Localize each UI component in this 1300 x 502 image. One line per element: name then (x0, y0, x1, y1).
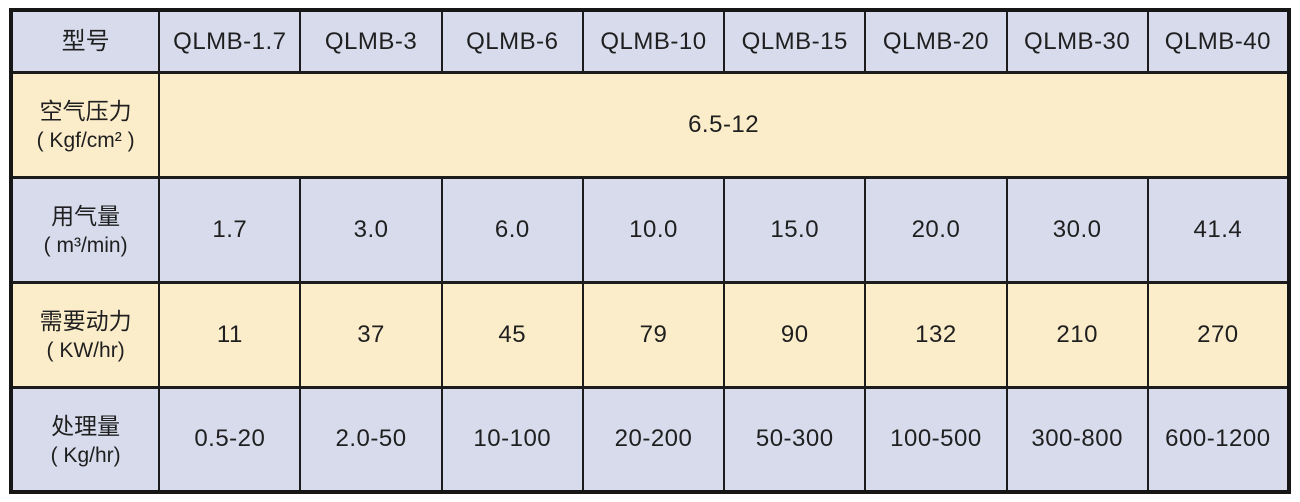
value-cell: 45 (440, 280, 584, 389)
value-cell: 0.5-20 (158, 385, 302, 494)
header-label-model: 型号 (9, 8, 161, 75)
required-power-label-cell: 需要动力 ( KW/hr) (9, 280, 161, 389)
air-pressure-label-cell: 空气压力 ( Kgf/cm² ) (9, 71, 161, 179)
air-consumption-label-cell: 用气量 ( m³/min) (9, 175, 161, 284)
air-pressure-value-cell: 6.5-12 (158, 71, 1290, 179)
model-name-cell: QLMB-3 (299, 8, 443, 75)
row-label: 需要动力 (39, 307, 132, 334)
value-cell: 10-100 (440, 385, 584, 494)
value-cell: 15.0 (723, 175, 867, 284)
air-consumption-row: 用气量 ( m³/min) 1.7 3.0 6.0 10.0 15.0 20.0… (9, 175, 1291, 284)
value-cell: 600-1200 (1146, 385, 1291, 494)
model-name-cell: QLMB-6 (440, 8, 584, 75)
value-cell: 90 (723, 280, 867, 389)
value-cell: 20.0 (864, 175, 1008, 284)
value-cell: 79 (581, 280, 726, 389)
capacity-row: 处理量 ( Kg/hr) 0.5-20 2.0-50 10-100 20-200… (9, 385, 1291, 494)
row-label: 用气量 (51, 203, 121, 230)
model-name-cell: QLMB-30 (1005, 8, 1149, 75)
value-cell: 270 (1146, 280, 1291, 389)
model-name-cell: QLMB-20 (864, 8, 1008, 75)
air-pressure-row: 空气压力 ( Kgf/cm² ) 6.5-12 (9, 71, 1290, 179)
header-row: 型号 QLMB-1.7 QLMB-3 QLMB-6 QLMB-10 QLMB-1… (9, 8, 1291, 75)
row-unit: ( Kg/hr) (50, 443, 121, 467)
row-label: 空气压力 (39, 98, 132, 125)
capacity-label-cell: 处理量 ( Kg/hr) (9, 385, 161, 494)
value-cell: 6.0 (440, 175, 584, 284)
row-unit: ( m³/min) (43, 234, 128, 258)
model-name-cell: QLMB-10 (581, 8, 726, 75)
model-name-cell: QLMB-15 (723, 8, 867, 75)
value-cell: 37 (299, 280, 443, 389)
value-cell: 3.0 (299, 175, 443, 284)
value-cell: 30.0 (1005, 175, 1149, 284)
value-cell: 41.4 (1146, 175, 1291, 284)
model-name-cell: QLMB-1.7 (158, 8, 302, 75)
value-cell: 20-200 (581, 385, 726, 494)
value-cell: 1.7 (158, 175, 302, 284)
value-cell: 300-800 (1005, 385, 1149, 494)
model-spec-table: 型号 QLMB-1.7 QLMB-3 QLMB-6 QLMB-10 QLMB-1… (9, 8, 1291, 494)
value-cell: 50-300 (723, 385, 867, 494)
required-power-row: 需要动力 ( KW/hr) 11 37 45 79 90 132 210 270 (9, 280, 1291, 389)
value-cell: 2.0-50 (299, 385, 443, 494)
row-label: 处理量 (51, 412, 121, 439)
row-unit: ( KW/hr) (46, 339, 125, 363)
value-cell: 11 (158, 280, 302, 389)
model-name-cell: QLMB-40 (1146, 8, 1291, 75)
row-unit: ( Kgf/cm² ) (36, 129, 135, 153)
value-cell: 210 (1005, 280, 1149, 389)
value-cell: 132 (864, 280, 1008, 389)
value-cell: 100-500 (864, 385, 1008, 494)
value-cell: 10.0 (581, 175, 726, 284)
